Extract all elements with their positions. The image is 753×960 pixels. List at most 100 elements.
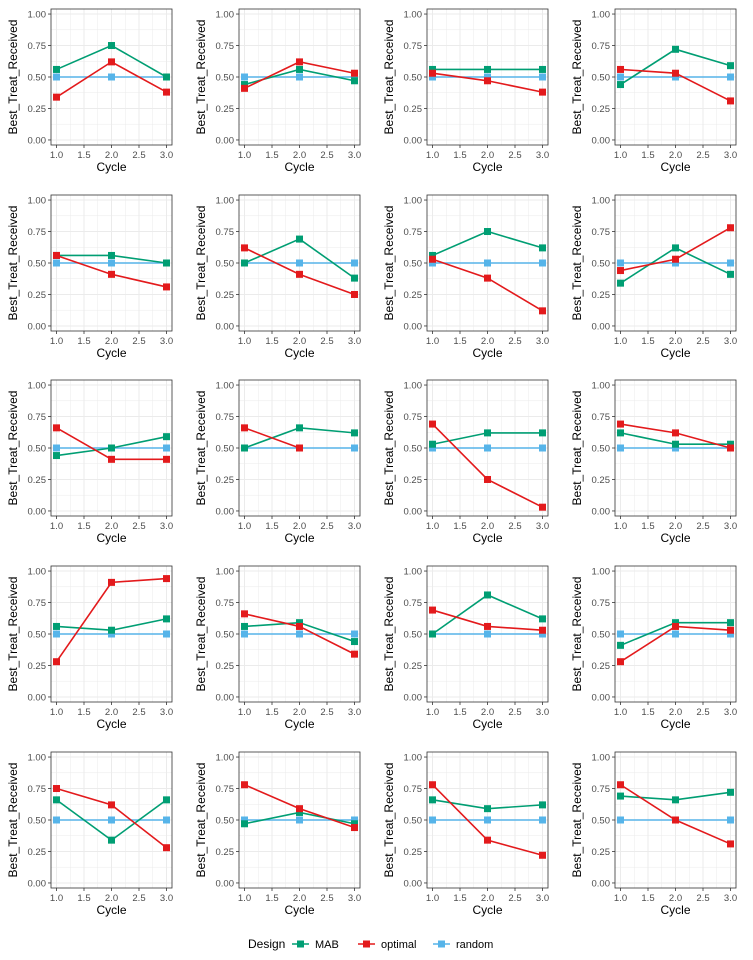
y-tick-label: 0.75	[592, 598, 611, 609]
point-random	[484, 630, 491, 638]
panel-8: 0.00 0.25 0.50 0.75 1.00 1.0 1.5 2.0 2.5 3.0 Cycle…	[570, 194, 737, 360]
legend-title: Design	[248, 937, 285, 951]
x-tick-label: 2.5	[508, 521, 521, 532]
point-random	[351, 630, 358, 638]
point-random	[727, 630, 734, 638]
x-tick-label: 1.0	[238, 336, 251, 347]
y-tick-label: 0.75	[216, 41, 235, 52]
point-random	[163, 630, 170, 638]
x-tick-label: 3.0	[348, 336, 361, 347]
x-tick-label: 3.0	[724, 336, 737, 347]
point-optimal	[672, 816, 679, 824]
panel-11: 0.00 0.25 0.50 0.75 1.00 1.0 1.5 2.0 2.5 3.0 Cycle…	[382, 379, 549, 545]
point-random	[672, 630, 679, 638]
y-tick-label: 0.00	[216, 878, 235, 889]
point-random	[617, 444, 624, 452]
x-tick-label: 1.0	[426, 150, 439, 161]
point-random	[53, 444, 60, 452]
y-tick-label: 0.25	[592, 475, 611, 486]
point-MAB	[484, 429, 491, 437]
point-MAB	[672, 796, 679, 804]
point-optimal	[617, 658, 624, 666]
y-tick-label: 0.25	[28, 475, 47, 486]
y-tick-label: 1.00	[592, 196, 611, 207]
point-MAB	[672, 619, 679, 627]
x-tick-label: 3.0	[536, 150, 549, 161]
point-random	[539, 444, 546, 452]
point-MAB	[351, 77, 358, 85]
x-tick-label: 3.0	[724, 150, 737, 161]
y-tick-label: 0.50	[28, 259, 47, 270]
point-random	[617, 259, 624, 267]
point-MAB	[296, 235, 303, 243]
x-axis-title: Cycle	[660, 346, 690, 360]
y-tick-label: 1.00	[28, 567, 47, 578]
y-axis-title: Best_Treat_Received	[194, 763, 208, 878]
y-tick-label: 0.00	[404, 506, 423, 517]
y-tick-label: 0.25	[592, 104, 611, 115]
x-tick-label: 1.0	[614, 707, 627, 718]
point-random	[108, 73, 115, 81]
point-MAB	[163, 433, 170, 441]
panel-15: 0.00 0.25 0.50 0.75 1.00 1.0 1.5 2.0 2.5 3.0 Cycle…	[382, 565, 549, 731]
x-tick-label: 1.0	[614, 150, 627, 161]
y-tick-label: 0.50	[592, 816, 611, 827]
point-optimal	[351, 290, 358, 298]
y-tick-label: 0.50	[216, 73, 235, 84]
x-tick-label: 1.0	[50, 707, 63, 718]
point-MAB	[539, 244, 546, 252]
point-MAB	[672, 440, 679, 448]
point-random	[296, 73, 303, 81]
point-optimal	[53, 93, 60, 101]
point-optimal	[351, 69, 358, 77]
y-tick-label: 0.75	[216, 412, 235, 423]
y-tick-label: 0.25	[216, 290, 235, 301]
x-tick-label: 1.0	[426, 893, 439, 904]
point-random	[241, 816, 248, 824]
point-random	[241, 630, 248, 638]
point-MAB	[351, 274, 358, 282]
y-tick-label: 1.00	[28, 196, 47, 207]
point-random	[108, 259, 115, 267]
x-axis-title: Cycle	[472, 903, 502, 917]
x-tick-label: 3.0	[724, 707, 737, 718]
point-MAB	[108, 251, 115, 259]
point-random	[539, 816, 546, 824]
x-tick-label: 1.0	[426, 521, 439, 532]
point-optimal	[241, 610, 248, 618]
y-tick-label: 0.50	[216, 630, 235, 641]
point-optimal	[539, 626, 546, 634]
x-tick-label: 2.0	[481, 521, 494, 532]
point-optimal	[163, 283, 170, 291]
point-MAB	[53, 452, 60, 460]
point-optimal	[617, 420, 624, 428]
point-optimal	[727, 626, 734, 634]
x-axis-title: Cycle	[96, 160, 126, 174]
point-MAB	[617, 792, 624, 800]
x-tick-label: 2.5	[508, 707, 521, 718]
y-axis-title: Best_Treat_Received	[382, 20, 396, 135]
point-random	[429, 816, 436, 824]
x-tick-label: 2.5	[696, 893, 709, 904]
x-tick-label: 2.5	[320, 336, 333, 347]
x-axis-title: Cycle	[284, 531, 314, 545]
point-MAB	[539, 65, 546, 73]
y-tick-label: 0.00	[216, 506, 235, 517]
x-tick-label: 3.0	[724, 521, 737, 532]
x-tick-label: 1.0	[238, 707, 251, 718]
y-axis-title: Best_Treat_Received	[194, 391, 208, 506]
panel-4: 0.00 0.25 0.50 0.75 1.00 1.0 1.5 2.0 2.5 3.0 Cycle…	[570, 8, 737, 174]
x-tick-label: 1.0	[614, 521, 627, 532]
x-tick-label: 1.5	[453, 521, 466, 532]
point-MAB	[163, 615, 170, 623]
point-optimal	[672, 429, 679, 437]
y-tick-label: 0.75	[216, 227, 235, 238]
y-tick-label: 0.75	[592, 412, 611, 423]
x-tick-label: 1.5	[77, 336, 90, 347]
x-tick-label: 3.0	[160, 707, 173, 718]
point-random	[727, 73, 734, 81]
x-tick-label: 1.5	[641, 707, 654, 718]
point-optimal	[672, 255, 679, 263]
y-tick-label: 0.25	[404, 475, 423, 486]
x-tick-label: 3.0	[536, 336, 549, 347]
